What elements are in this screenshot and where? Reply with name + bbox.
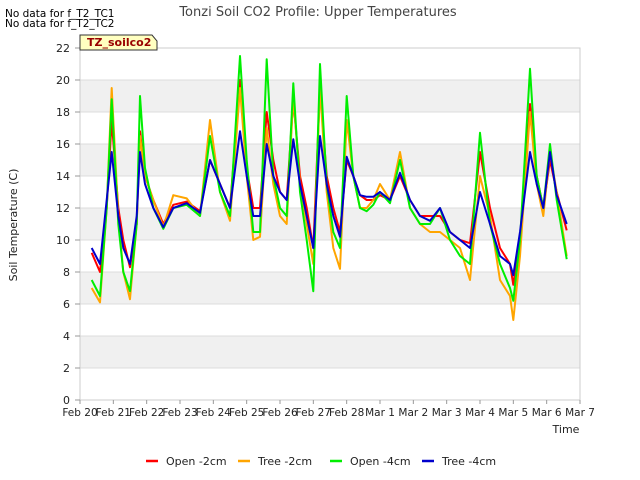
- plot-bands: [80, 80, 580, 368]
- y-tick-label: 2: [63, 362, 70, 375]
- x-tick-label: Mar 2: [398, 407, 428, 419]
- site-label-box: TZ_soilco2: [79, 34, 158, 51]
- x-tick-label: Mar 7: [565, 407, 595, 419]
- y-tick-label: 10: [56, 234, 70, 247]
- x-tick-label: Feb 27: [296, 407, 331, 419]
- x-tick-label: Feb 24: [196, 407, 232, 419]
- y-tick-label: 12: [56, 202, 70, 215]
- legend: Open -2cm Tree -2cm Open -4cm Tree -4cm: [146, 455, 496, 468]
- legend-label: Open -4cm: [350, 455, 411, 468]
- series-line-tree-4cm: [90, 130, 568, 277]
- y-tick-label: 22: [56, 42, 70, 55]
- y-tick-label: 8: [63, 266, 70, 279]
- y-tick-label: 20: [56, 74, 70, 87]
- x-axis-label: Time: [552, 423, 580, 436]
- plot-band: [80, 80, 580, 112]
- site-label: TZ_soilco2: [87, 36, 151, 49]
- y-tick-label: 18: [56, 106, 70, 119]
- y-tick-label: 16: [56, 138, 70, 151]
- x-tick-label: Mar 4: [465, 407, 495, 419]
- chart-title: Tonzi Soil CO2 Profile: Upper Temperatur…: [178, 5, 457, 20]
- legend-label: Tree -2cm: [257, 455, 312, 468]
- no-data-notice-2: No data for f_T2_TC2: [5, 18, 115, 30]
- y-tick-label: 6: [63, 298, 70, 311]
- y-axis-label: Soil Temperature (C): [7, 169, 20, 282]
- x-tick-label: Feb 28: [329, 407, 364, 419]
- no-data-notice-1: No data for f_T2_TC1: [5, 8, 115, 20]
- plot-frame: [79, 47, 581, 401]
- plot-band: [80, 336, 580, 368]
- plot-band: [80, 272, 580, 304]
- x-tick-label: Feb 20: [62, 407, 97, 419]
- x-tick-label: Mar 5: [498, 407, 528, 419]
- plot-band: [80, 144, 580, 176]
- legend-label: Open -2cm: [166, 455, 227, 468]
- x-tick-label: Mar 3: [432, 407, 462, 419]
- x-tick-label: Feb 22: [129, 407, 164, 419]
- x-tick-label: Feb 23: [162, 407, 197, 419]
- x-tick-label: Feb 25: [229, 407, 264, 419]
- y-tick-label: 4: [63, 330, 70, 343]
- x-tick-label: Mar 1: [365, 407, 395, 419]
- x-tick-label: Feb 21: [96, 407, 131, 419]
- y-tick-label: 14: [56, 170, 70, 183]
- series-lines: [90, 55, 568, 321]
- legend-label: Tree -4cm: [441, 455, 496, 468]
- y-tick-label: 0: [63, 394, 70, 407]
- x-tick-label: Feb 26: [262, 407, 298, 419]
- y-tick-labels: 0 2 4 6 8 10 12 14 16 18 20 22: [56, 42, 80, 407]
- x-tick-label: Mar 6: [532, 407, 562, 419]
